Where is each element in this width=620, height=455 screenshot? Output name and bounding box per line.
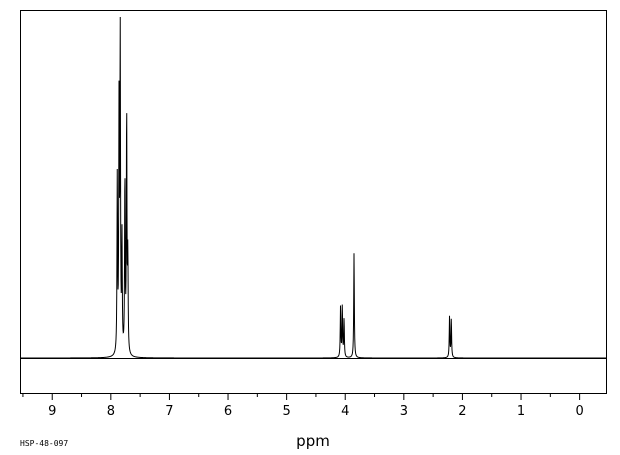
x-tick-label: 7 <box>165 404 173 419</box>
x-axis-label: ppm <box>296 432 330 450</box>
spectrum-trace <box>20 17 606 359</box>
x-tick-label: 6 <box>224 404 232 419</box>
x-tick-label: 1 <box>517 404 525 419</box>
plot-frame <box>20 10 607 394</box>
x-tick-label: 8 <box>107 404 115 419</box>
sample-id-label: HSP-48-097 <box>20 439 68 448</box>
x-tick-label: 3 <box>400 404 408 419</box>
x-tick-label: 4 <box>341 404 349 419</box>
x-tick-label: 9 <box>48 404 56 419</box>
x-tick-label: 2 <box>458 404 466 419</box>
x-tick-label: 0 <box>575 404 583 419</box>
x-axis: 9 8 7 6 5 4 3 2 1 0 <box>22 393 584 419</box>
x-tick-label: 5 <box>282 404 290 419</box>
